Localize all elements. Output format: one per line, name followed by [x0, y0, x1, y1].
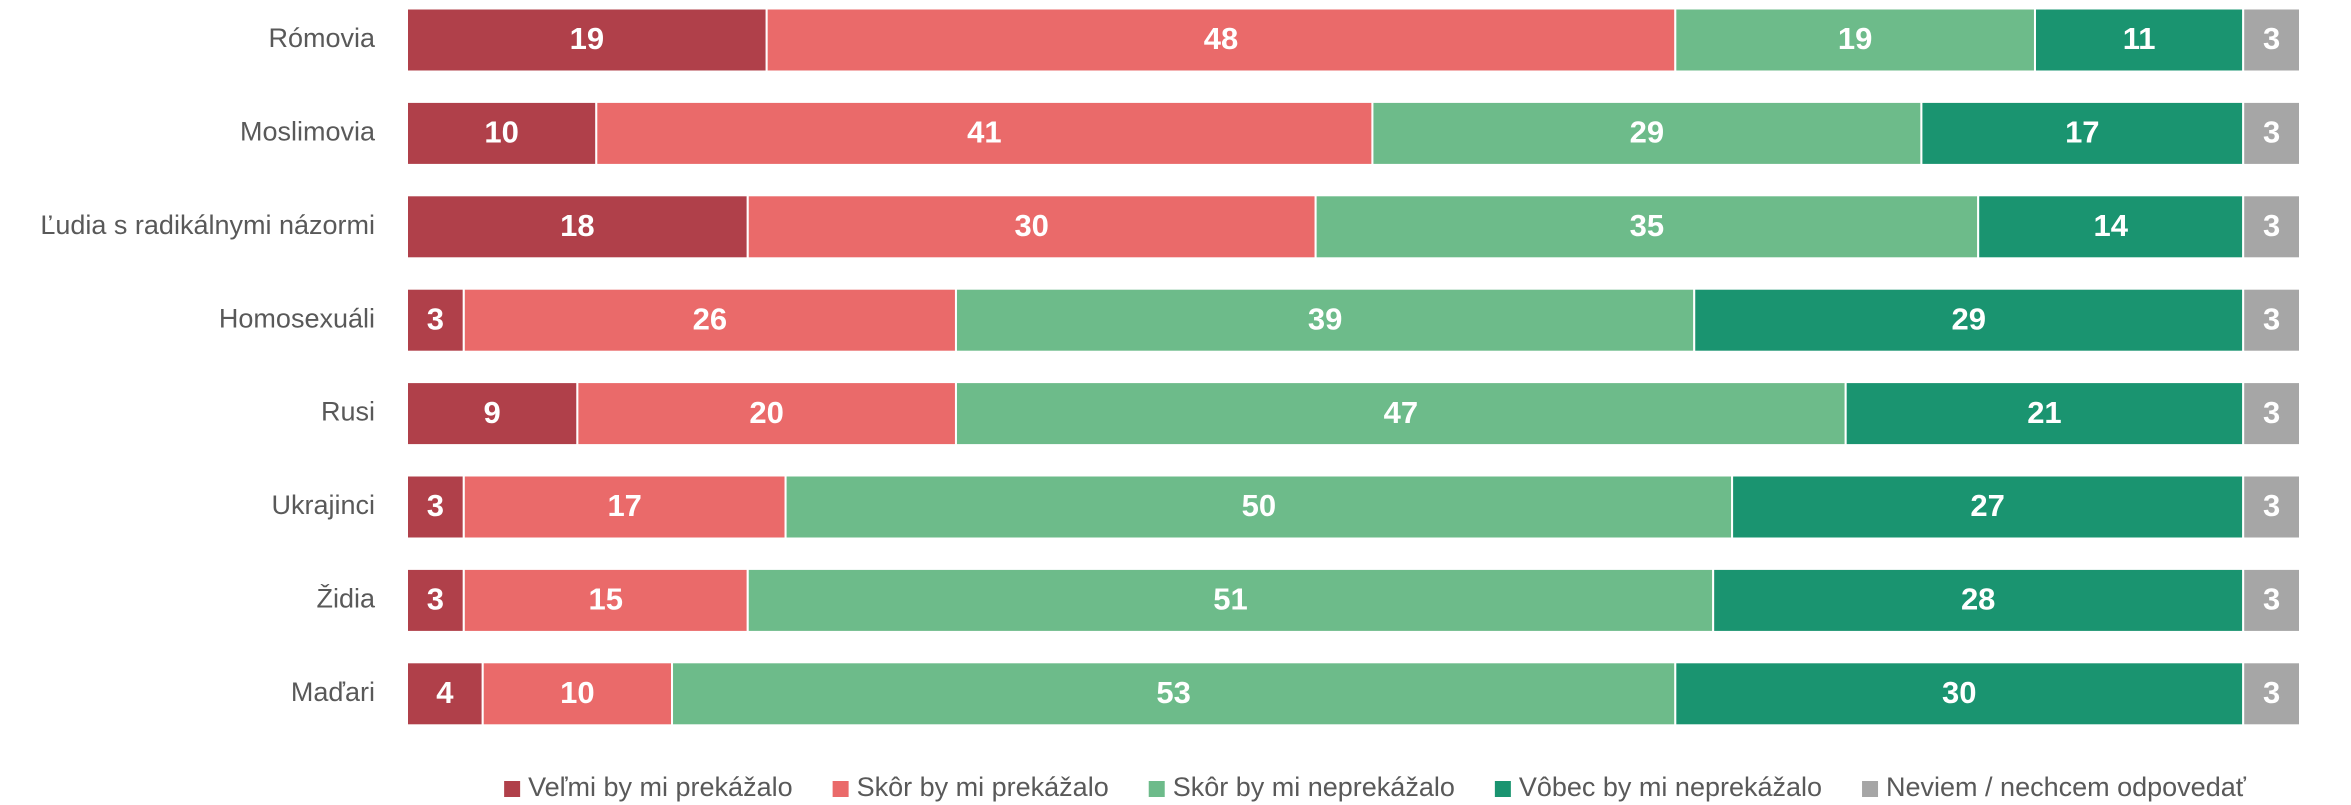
data-label: 10 — [560, 675, 594, 710]
data-label: 14 — [2093, 208, 2128, 243]
data-label: 47 — [1384, 395, 1418, 430]
bar-segment — [671, 661, 1677, 727]
data-label: 35 — [1630, 208, 1664, 243]
bar-segment — [784, 474, 1734, 540]
category-label: Ľudia s radikálnymi názormi — [40, 210, 375, 240]
data-label: 17 — [2065, 115, 2099, 150]
data-label: 3 — [2263, 301, 2280, 336]
bar-segment — [406, 661, 484, 727]
bar-segment — [954, 287, 1696, 353]
bar-segment — [462, 287, 957, 353]
bar-segment — [406, 567, 465, 633]
data-label: 3 — [2263, 395, 2280, 430]
bar-segment — [462, 474, 787, 540]
legend-label: Vôbec by mi neprekážalo — [1519, 772, 1822, 802]
bar-segment — [1731, 474, 2245, 540]
data-label: 10 — [484, 115, 518, 150]
data-label: 51 — [1213, 582, 1247, 617]
category-label: Ukrajinci — [271, 490, 375, 520]
data-label: 11 — [2123, 21, 2156, 56]
bar-segment — [576, 381, 957, 447]
bar-segment — [2242, 7, 2301, 73]
category-label: Židia — [316, 583, 376, 614]
data-label: 48 — [1204, 21, 1238, 56]
data-label: 3 — [2263, 488, 2280, 523]
data-label: 3 — [2263, 21, 2280, 56]
legend-swatch — [1494, 781, 1511, 797]
data-label: 29 — [1951, 301, 1985, 336]
data-label: 19 — [1838, 21, 1872, 56]
data-label: 39 — [1308, 301, 1342, 336]
data-label: 3 — [427, 582, 444, 617]
bar-segment — [1977, 194, 2245, 260]
legend-swatch — [504, 781, 521, 797]
bar-segment — [406, 287, 465, 353]
category-label: Rómovia — [268, 23, 376, 53]
legend-label: Skôr by mi neprekážalo — [1173, 772, 1455, 802]
bar-segment — [595, 100, 1374, 166]
data-label: 50 — [1242, 488, 1276, 523]
bar-segment — [481, 661, 674, 727]
bar-segment — [2242, 474, 2301, 540]
bar-segment — [746, 194, 1317, 260]
bar-segment — [765, 7, 1677, 73]
bar-segment — [406, 7, 768, 73]
data-label: 30 — [1014, 208, 1048, 243]
bar-segment — [2242, 381, 2301, 447]
bar-segment — [954, 381, 1847, 447]
legend-swatch — [1862, 781, 1879, 797]
category-label: Homosexuáli — [219, 303, 375, 333]
data-label: 53 — [1156, 675, 1190, 710]
data-label: 3 — [2263, 115, 2280, 150]
category-label: Rusi — [321, 397, 375, 427]
data-label: 19 — [570, 21, 604, 56]
bar-segment — [406, 100, 598, 166]
data-label: 3 — [2263, 675, 2280, 710]
category-label: Moslimovia — [240, 117, 376, 147]
data-label: 20 — [749, 395, 783, 430]
bar-segment — [1314, 194, 1980, 260]
legend-label: Neviem / nechcem odpovedať — [1886, 772, 2247, 802]
data-label: 3 — [2263, 208, 2280, 243]
bar-segment — [1674, 661, 2245, 727]
bar-segment — [1674, 7, 2036, 73]
legend-label: Skôr by mi prekážalo — [857, 772, 1109, 802]
data-label: 29 — [1630, 115, 1664, 150]
data-label: 30 — [1942, 675, 1976, 710]
data-label: 3 — [427, 301, 444, 336]
bar-segment — [2242, 567, 2301, 633]
bar-segment — [2242, 287, 2301, 353]
bar-segment — [1712, 567, 2245, 633]
bar-segment — [1371, 100, 1923, 166]
data-label: 3 — [2263, 582, 2280, 617]
data-label: 3 — [427, 488, 444, 523]
data-label: 41 — [967, 115, 1001, 150]
bar-segment — [2242, 194, 2301, 260]
bar-segment — [406, 381, 579, 447]
legend-label: Veľmi by mi prekážalo — [528, 772, 792, 802]
data-label: 15 — [589, 582, 623, 617]
data-label: 28 — [1961, 582, 1995, 617]
bar-segment — [1693, 287, 2245, 353]
data-label: 9 — [484, 395, 501, 430]
data-label: 4 — [436, 675, 454, 710]
legend-swatch — [1148, 781, 1165, 797]
data-label: 26 — [693, 301, 727, 336]
category-label: Maďari — [291, 677, 375, 707]
data-label: 27 — [1970, 488, 2004, 523]
bar-segment — [2242, 100, 2301, 166]
legend-swatch — [832, 781, 849, 797]
bar-segment — [1920, 100, 2245, 166]
data-label: 21 — [2027, 395, 2061, 430]
data-label: 17 — [607, 488, 641, 523]
data-label: 18 — [560, 208, 594, 243]
bar-segment — [2242, 661, 2301, 727]
